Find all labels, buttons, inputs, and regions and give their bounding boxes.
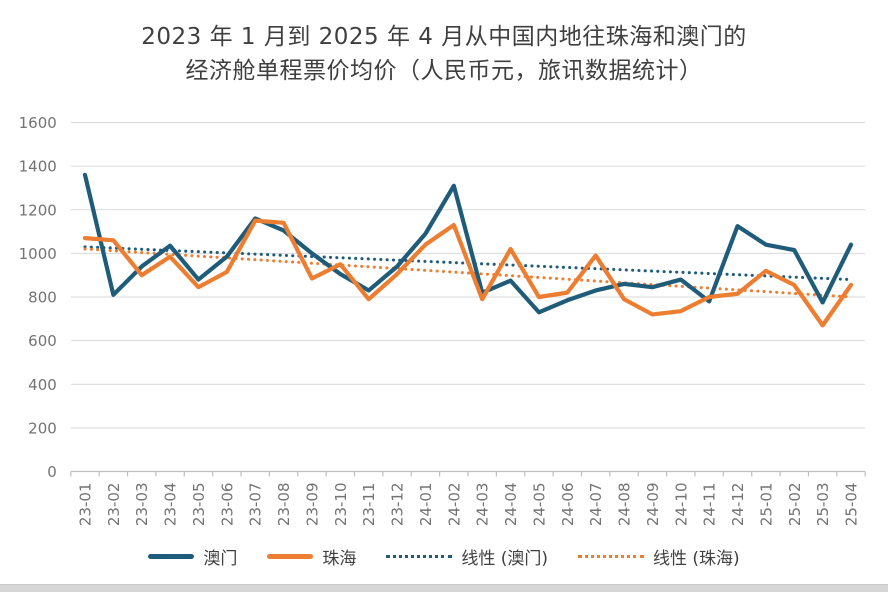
y-axis-label: 200 [28,419,57,437]
x-axis-label: 24-12 [729,483,747,527]
y-axis-label: 800 [28,289,57,307]
x-axis-label: 25-02 [786,483,804,527]
x-axis-label: 24-11 [701,483,719,527]
x-axis-label: 23-09 [303,483,321,527]
x-axis-label: 24-01 [417,483,435,527]
chart-title: 2023 年 1 月到 2025 年 4 月从中国内地往珠海和澳门的 经济舱单程… [0,20,888,88]
y-axis-label: 1000 [19,245,57,263]
x-axis-label: 23-05 [190,483,208,527]
x-axis-label: 24-02 [445,483,463,527]
x-axis-label: 25-03 [814,483,832,527]
x-axis-label: 23-11 [360,483,378,527]
x-axis-label: 23-07 [247,483,265,527]
legend: 澳门 珠海 线性 (澳门) 线性 (珠海) [0,544,888,569]
legend-swatch-macau-line [148,554,195,559]
legend-item-trend-macau[interactable]: 线性 (澳门) [386,544,548,569]
x-axis-label: 25-01 [757,483,775,527]
legend-item-zhuhai[interactable]: 珠海 [267,544,356,569]
legend-label-trend-macau: 线性 (澳门) [461,549,548,569]
y-axis-label: 1200 [19,201,57,219]
legend-item-trend-zhuhai[interactable]: 线性 (珠海) [578,544,740,569]
legend-item-macau[interactable]: 澳门 [148,544,237,569]
y-axis-label: 1600 [19,114,57,132]
x-axis-label: 23-12 [389,483,407,527]
x-axis-label: 24-04 [502,483,520,527]
series-line-macau [82,172,854,315]
legend-label-trend-zhuhai: 线性 (珠海) [653,549,740,569]
x-axis-label: 23-04 [162,483,180,527]
x-axis-label: 23-01 [76,483,94,527]
legend-swatch-zhuhai-trend [578,555,644,558]
x-axis-label: 23-06 [218,483,236,527]
legend-swatch-zhuhai-line [267,554,314,559]
y-axis-label: 400 [28,376,57,394]
y-axis-label: 1400 [19,158,57,176]
y-axis-label: 0 [47,463,57,481]
chart-title-line2: 经济舱单程票价均价（人民币元，旅讯数据统计） [185,58,703,84]
legend-label-macau: 澳门 [203,549,238,569]
x-axis-label: 23-10 [332,483,350,527]
trendline-zhuhai [83,247,853,299]
chart-title-line1: 2023 年 1 月到 2025 年 4 月从中国内地往珠海和澳门的 [141,24,747,50]
series-line-zhuhai [82,218,854,328]
x-axis-label: 24-03 [474,482,492,526]
x-axis-label: 25-04 [843,483,861,527]
x-axis-label: 24-06 [559,483,577,527]
x-axis-label: 24-07 [587,483,605,527]
x-axis-label: 23-02 [105,483,123,527]
legend-swatch-macau-trend [386,555,453,558]
y-axis-label: 600 [28,332,57,350]
legend-label-zhuhai: 珠海 [322,549,357,569]
x-axis-label: 23-08 [275,483,293,527]
x-axis-label: 24-05 [530,483,548,527]
x-axis-label: 24-10 [672,483,690,527]
x-axis-label: 24-08 [616,483,634,527]
x-axis-label: 24-09 [644,483,662,527]
x-axis-label: 23-03 [133,483,151,527]
window-edge [0,584,888,592]
